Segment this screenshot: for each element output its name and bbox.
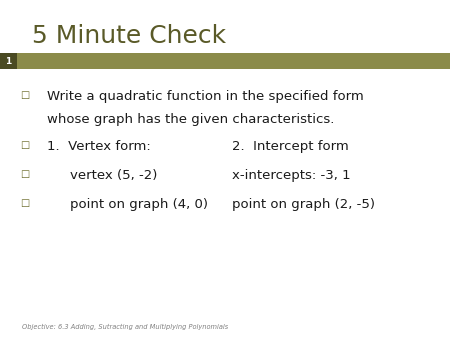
Text: □: □ bbox=[20, 169, 29, 179]
Bar bbox=[0, 53, 450, 69]
Bar bbox=[0, 53, 17, 69]
Text: Objective: 6.3 Adding, Sutracting and Multiplying Polynomials: Objective: 6.3 Adding, Sutracting and Mu… bbox=[22, 323, 229, 330]
Text: whose graph has the given characteristics.: whose graph has the given characteristic… bbox=[47, 113, 335, 126]
Text: point on graph (2, -5): point on graph (2, -5) bbox=[232, 198, 375, 211]
Text: 2.  Intercept form: 2. Intercept form bbox=[232, 140, 348, 153]
Text: □: □ bbox=[20, 113, 29, 123]
Text: x-intercepts: -3, 1: x-intercepts: -3, 1 bbox=[232, 169, 351, 182]
Text: □: □ bbox=[20, 90, 29, 100]
Text: 1: 1 bbox=[5, 57, 12, 66]
Text: 1.  Vertex form:: 1. Vertex form: bbox=[47, 140, 151, 153]
Text: vertex (5, -2): vertex (5, -2) bbox=[70, 169, 157, 182]
Text: 5 Minute Check: 5 Minute Check bbox=[32, 24, 225, 48]
Text: □: □ bbox=[20, 140, 29, 150]
Text: □: □ bbox=[20, 198, 29, 208]
Text: point on graph (4, 0): point on graph (4, 0) bbox=[70, 198, 208, 211]
Text: Write a quadratic function in the specified form: Write a quadratic function in the specif… bbox=[47, 90, 364, 102]
